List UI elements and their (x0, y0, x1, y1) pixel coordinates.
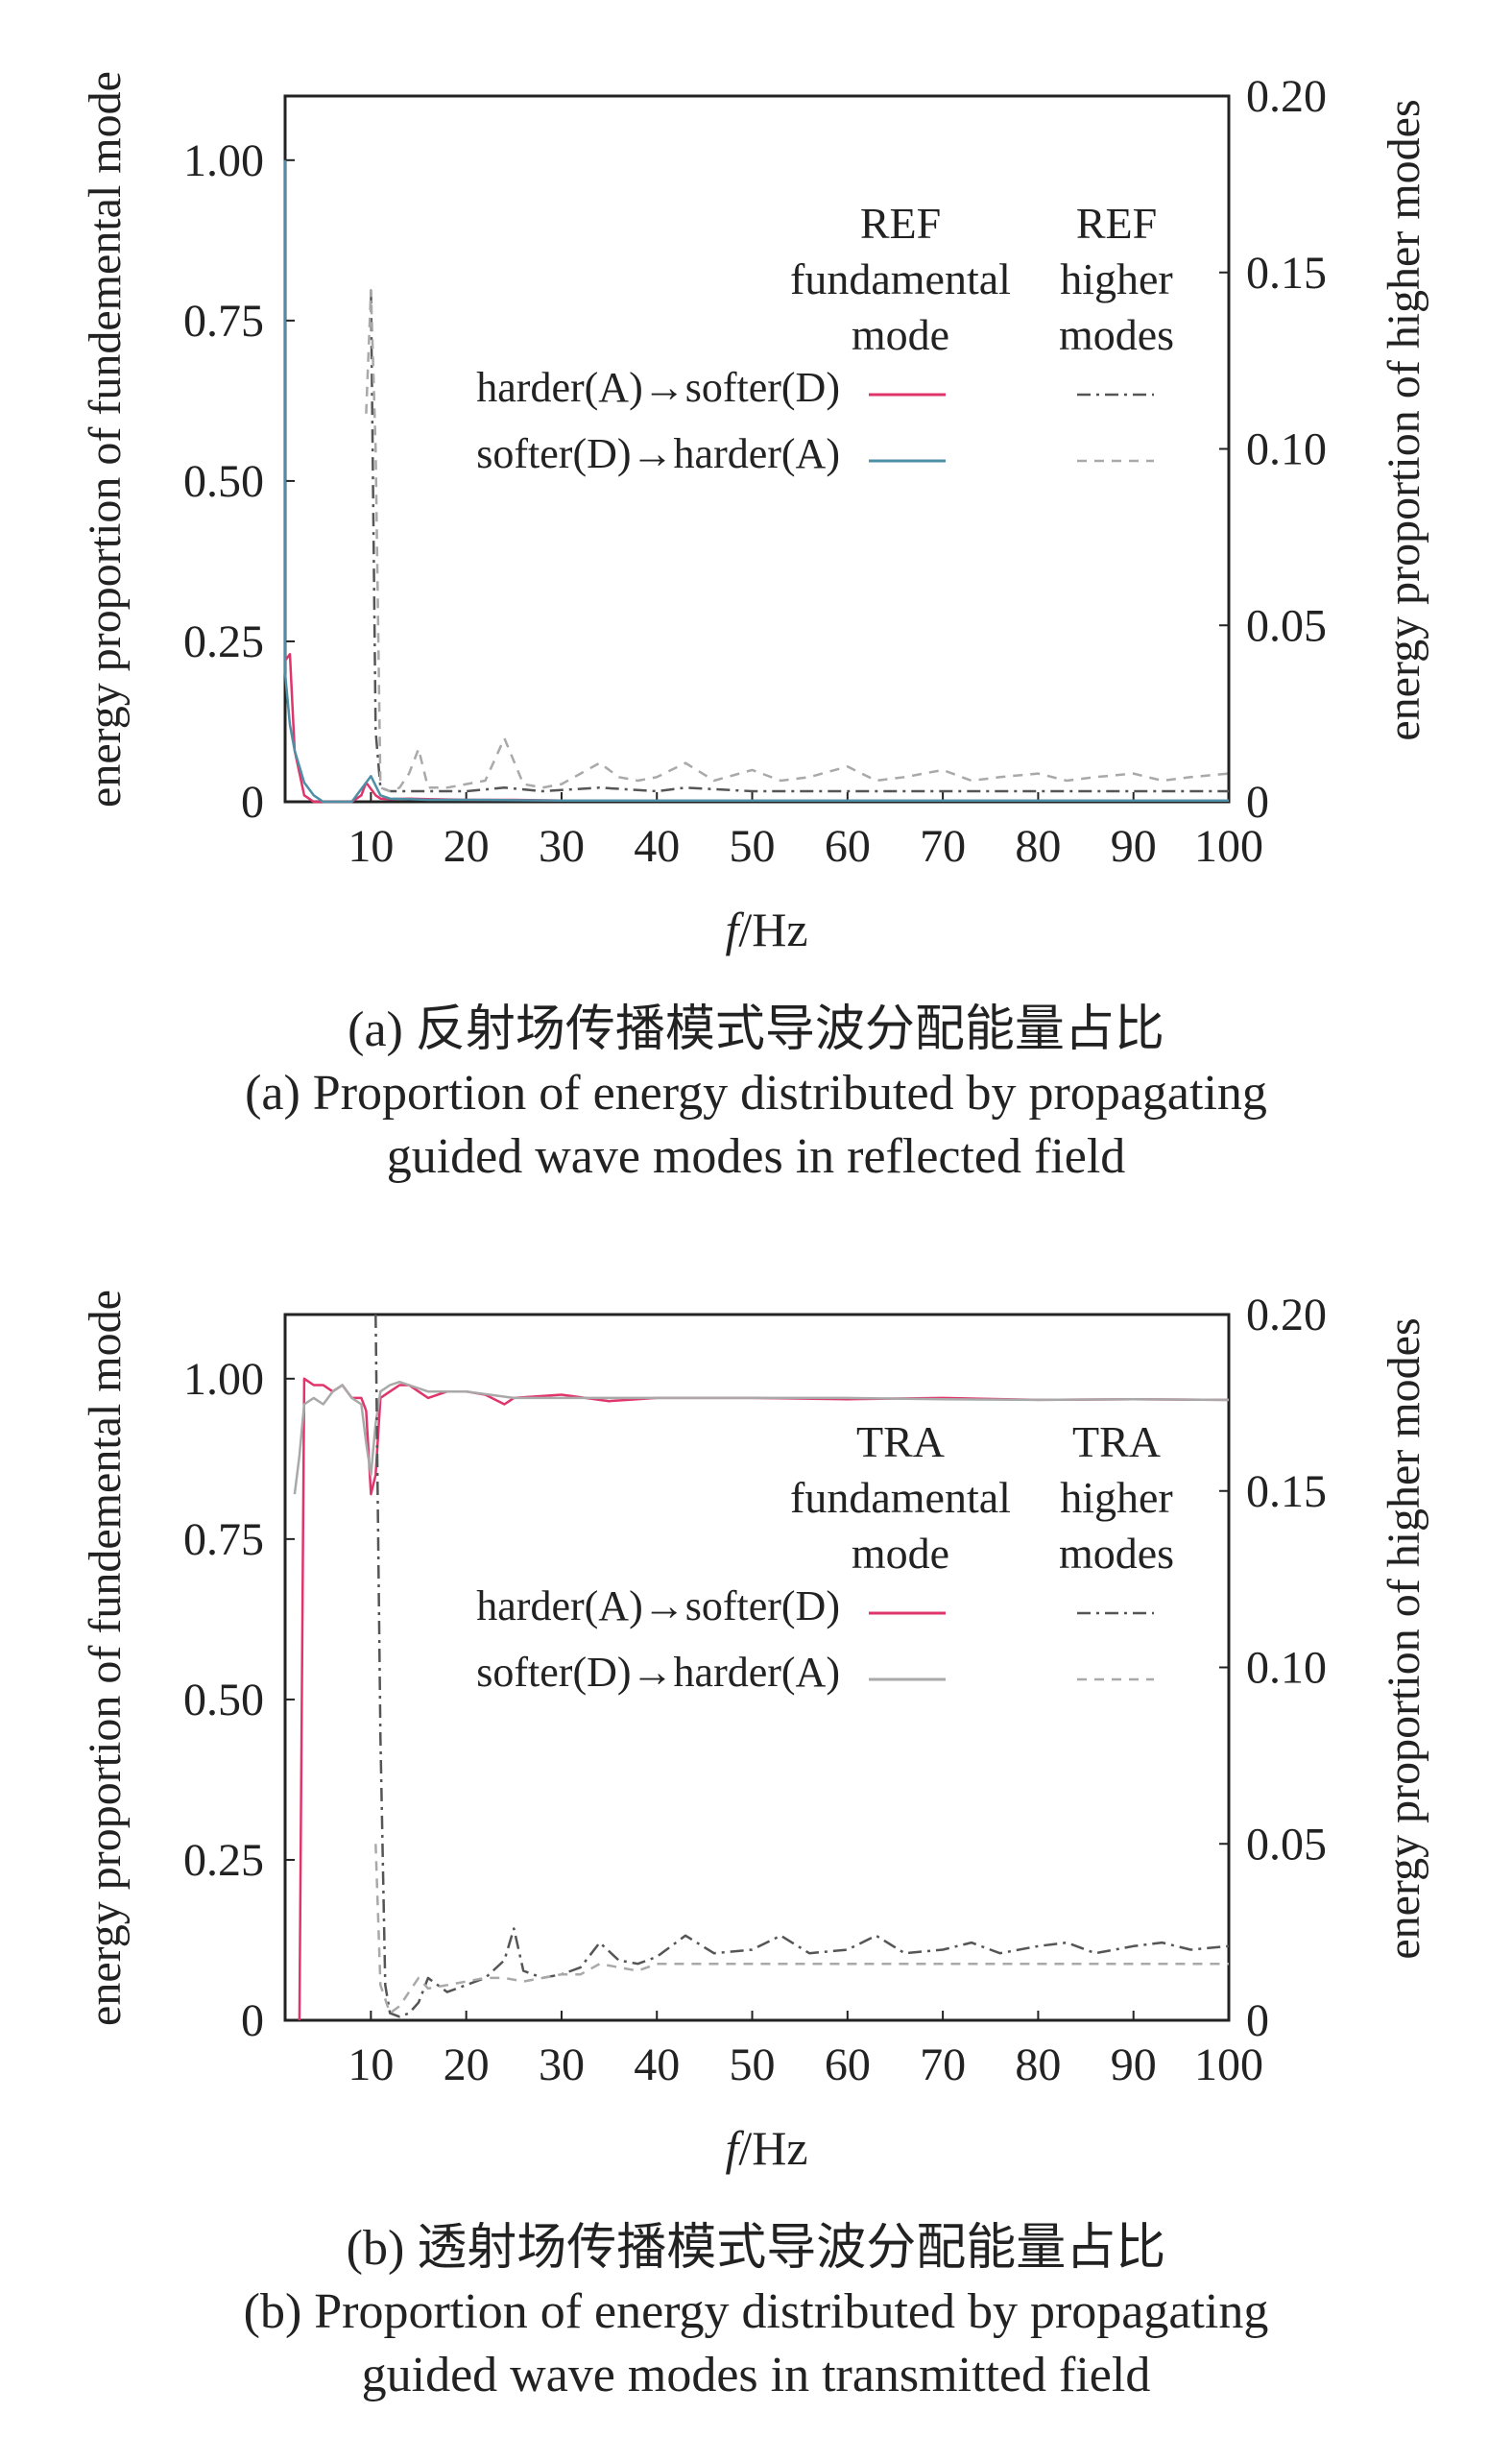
chart-transmitted: 10 20 30 40 50 60 70 80 90 10000.250.500.751.0000… (80, 1290, 1429, 2175)
y-left-tick-label: 0 (241, 1995, 264, 2046)
x-axis-label: f/Hz (725, 903, 807, 956)
y-left-axis-label: energy proportion of fundemental mode (80, 71, 131, 808)
y-left-tick-label: 0.75 (183, 296, 264, 347)
x-tick-label: 50 (730, 2039, 776, 2090)
x-tick-label: 100 (1194, 821, 1263, 872)
x-tick-label: 80 (1015, 821, 1061, 872)
caption-cn: (a) 反射场传播模式导波分配能量占比 (348, 1002, 1164, 1057)
y-left-tick-label: 0.25 (183, 616, 264, 667)
y-left-axis-label: energy proportion of fundemental mode (80, 1290, 131, 2026)
x-tick-label: 40 (634, 821, 680, 872)
chart-reflected: 10 20 30 40 50 60 70 80 90 10000.250.500.751.0000… (80, 71, 1429, 956)
caption-en-line1: (a) Proportion of energy distributed by … (245, 1066, 1267, 1121)
y-right-tick-label: 0.20 (1246, 71, 1327, 122)
caption-cn: (b) 透射场传播模式导波分配能量占比 (346, 2221, 1166, 2276)
legend-col2-header: modes (1059, 310, 1174, 359)
legend-col2-header: TRA (1072, 1417, 1161, 1466)
legend-row-label-2: softer(D)→harder(A) (476, 430, 840, 477)
x-tick-label: 90 (1111, 821, 1157, 872)
legend-col1-header: mode (852, 1529, 949, 1578)
legend-row-label-1: harder(A)→softer(D) (476, 364, 840, 411)
y-right-axis-label: energy proportion of higher modes (1379, 99, 1429, 740)
x-tick-label: 30 (539, 2039, 585, 2090)
y-right-tick-label: 0.10 (1246, 424, 1327, 475)
panel-reflected: 10 20 30 40 50 60 70 80 90 100 0 0.25 0.50 0.75 1.00 0 0… (0, 0, 1512, 1218)
y-right-tick-label: 0.10 (1246, 1643, 1327, 1694)
x-tick-label: 10 (348, 2039, 394, 2090)
y-left-tick-label: 0.50 (183, 1675, 264, 1725)
y-left-tick-label: 0 (241, 777, 264, 828)
legend-col1-header: fundamental (790, 1473, 1011, 1522)
x-tick-label: 30 (539, 821, 585, 872)
x-tick-label: 50 (730, 821, 776, 872)
x-tick-label: 20 (444, 821, 490, 872)
y-left-tick-label: 0.75 (183, 1514, 264, 1565)
x-axis-label: f/Hz (725, 2121, 807, 2175)
x-tick-label: 80 (1015, 2039, 1061, 2090)
x-tick-label: 70 (920, 2039, 966, 2090)
caption-en-line2: guided wave modes in transmitted field (361, 2348, 1151, 2402)
x-tick-label: 60 (825, 821, 871, 872)
y-right-tick-label: 0.15 (1246, 1466, 1327, 1517)
legend-col1-header: fundamental (790, 254, 1011, 303)
y-right-tick-label: 0.15 (1246, 248, 1327, 299)
y-right-axis-label: energy proportion of higher modes (1379, 1317, 1429, 1959)
y-left-tick-label: 0.25 (183, 1835, 264, 1886)
legend-col2-header: modes (1059, 1529, 1174, 1578)
series-line (293, 1380, 1230, 1495)
y-left-tick-label: 1.00 (183, 1354, 264, 1405)
y-right-tick-label: 0 (1246, 777, 1269, 828)
x-tick-label: 60 (825, 2039, 871, 2090)
legend-row-label-2: softer(D)→harder(A) (476, 1649, 840, 1696)
x-tick-label: 20 (444, 2039, 490, 2090)
y-right-tick-label: 0.20 (1246, 1290, 1327, 1340)
x-tick-label: 90 (1111, 2039, 1157, 2090)
x-tick-label: 10 (348, 821, 394, 872)
y-right-tick-label: 0.05 (1246, 1819, 1327, 1870)
legend-col2-header: higher (1060, 1473, 1173, 1522)
series-line (365, 288, 1230, 793)
panel-transmitted: 10 20 30 40 50 60 70 80 90 100 0 0.25 0.50 0.75 1.00 0 0… (0, 1218, 1512, 2437)
legend-row-label-1: harder(A)→softer(D) (476, 1582, 840, 1629)
series-line (283, 159, 1229, 804)
y-left-tick-label: 0.50 (183, 456, 264, 507)
legend-col1-header: TRA (856, 1417, 945, 1466)
legend-col1-header: REF (860, 199, 941, 248)
y-right-tick-label: 0.05 (1246, 600, 1327, 651)
y-right-tick-label: 0 (1246, 1995, 1269, 2046)
x-tick-label: 40 (634, 2039, 680, 2090)
caption-en-line1: (b) Proportion of energy distributed by … (243, 2284, 1269, 2339)
caption-en-line2: guided wave modes in reflected field (386, 1129, 1126, 1184)
x-tick-label: 100 (1194, 2039, 1263, 2090)
series-line (374, 1314, 1230, 2018)
series-line (374, 1844, 1229, 2015)
legend-col1-header: mode (852, 310, 949, 359)
legend-col2-header: REF (1076, 199, 1157, 248)
legend-col2-header: higher (1060, 254, 1173, 303)
x-tick-label: 70 (920, 821, 966, 872)
y-left-tick-label: 1.00 (183, 135, 264, 186)
